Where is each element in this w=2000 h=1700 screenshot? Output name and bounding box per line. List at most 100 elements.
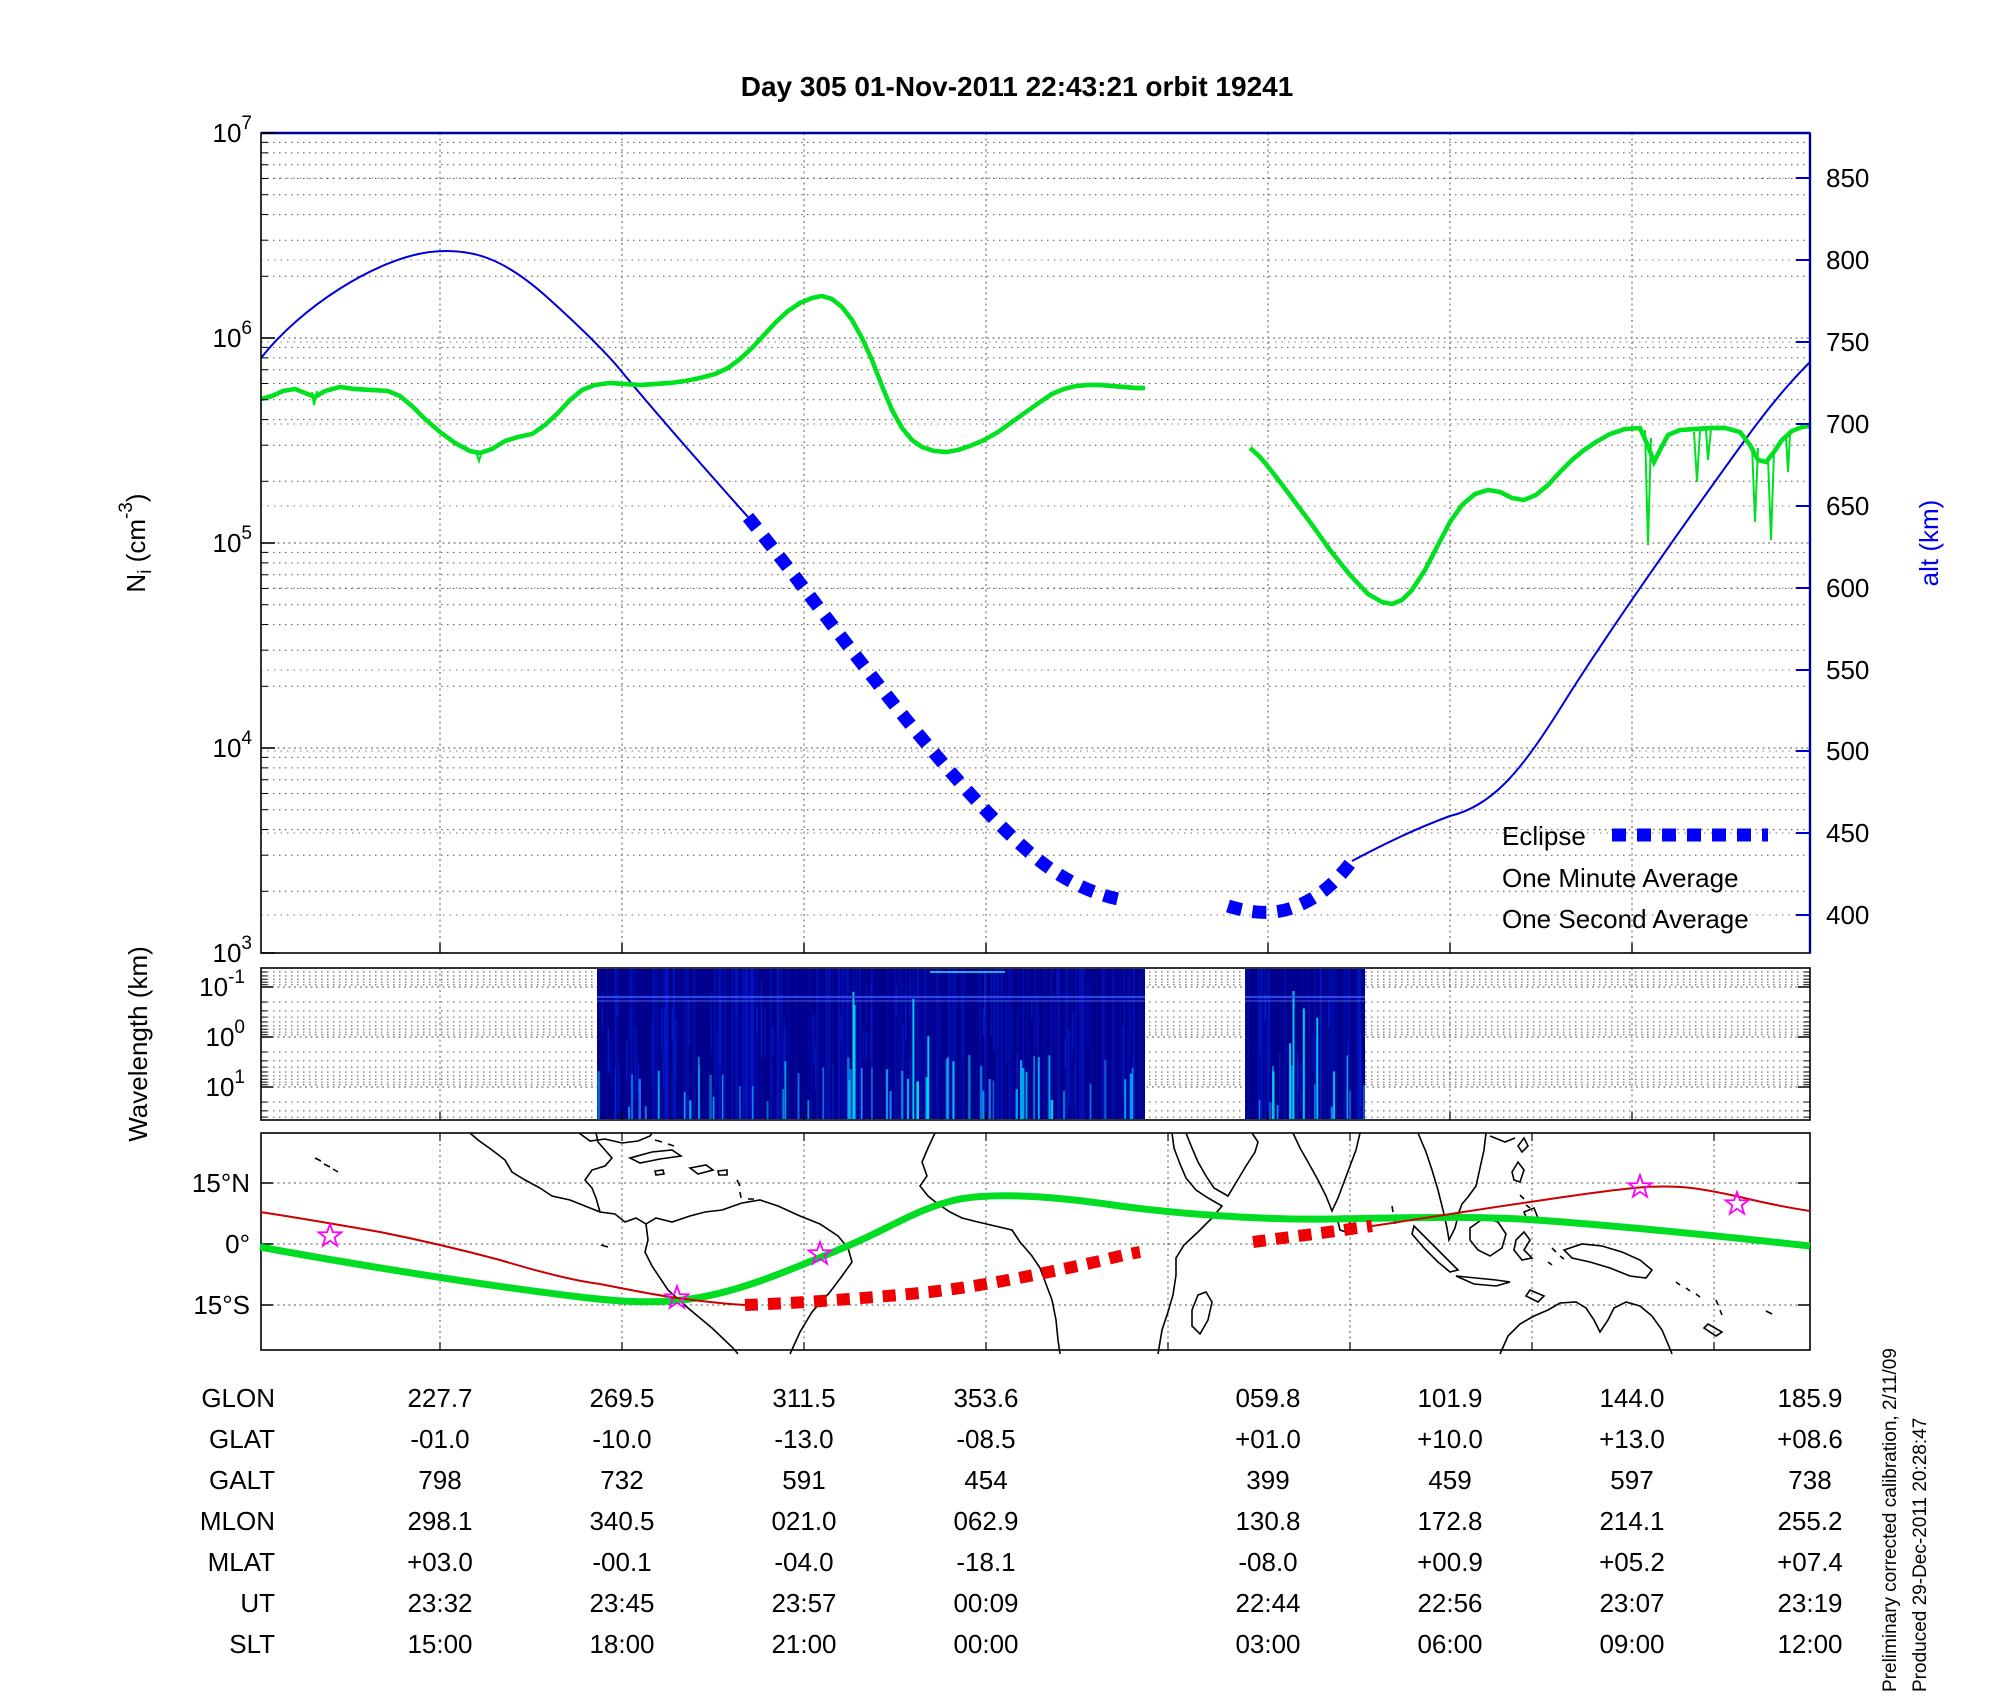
islands-moluccas bbox=[1547, 1247, 1565, 1266]
table-cell: 12:00 bbox=[1777, 1629, 1842, 1659]
island-new-caledonia bbox=[1702, 1323, 1724, 1337]
table-cell: 144.0 bbox=[1599, 1383, 1664, 1413]
coastline-africa-west bbox=[919, 1132, 1061, 1355]
table-cell: 738 bbox=[1788, 1465, 1831, 1495]
island-madagascar bbox=[1191, 1291, 1213, 1336]
ni-axis-label: Ni (cm-3) bbox=[116, 493, 156, 592]
footnote-calibration: Preliminary corrected calibration, 2/11/… bbox=[1880, 1348, 1901, 1692]
star-marker bbox=[1626, 1172, 1654, 1199]
island-timor bbox=[1524, 1289, 1546, 1303]
alt-axis-tick-label: 650 bbox=[1826, 491, 1869, 521]
table-cell: 059.8 bbox=[1235, 1383, 1300, 1413]
orbit-track-eclipse-left bbox=[744, 1246, 1141, 1311]
coastline-arabia bbox=[1185, 1132, 1259, 1198]
wavelength-axis-tick-label: 100 bbox=[206, 1017, 246, 1052]
table-cell: 21:00 bbox=[771, 1629, 836, 1659]
table-cell: 22:56 bbox=[1417, 1588, 1482, 1618]
magnetic-equator-line bbox=[259, 1192, 1811, 1306]
table-cell: 23:32 bbox=[407, 1588, 472, 1618]
world-map bbox=[314, 1132, 1773, 1355]
islands-galapagos bbox=[600, 1244, 609, 1248]
map-lat-15n-label: 15°N bbox=[192, 1168, 250, 1198]
legend-eclipse-label: Eclipse bbox=[1502, 821, 1586, 851]
ni-axis-tick-label: 103 bbox=[213, 933, 253, 968]
main-plot-gridlines bbox=[261, 133, 1810, 954]
table-cell: 172.8 bbox=[1417, 1506, 1482, 1536]
map-panel-frame bbox=[260, 1132, 1811, 1351]
event-star-markers bbox=[316, 1172, 1751, 1310]
table-row-label: UT bbox=[240, 1588, 275, 1618]
table-cell: 18:00 bbox=[589, 1629, 654, 1659]
orbit-track-thin-right bbox=[1371, 1185, 1811, 1227]
alt-axis-tick-label: 850 bbox=[1826, 163, 1869, 193]
table-row-label: MLAT bbox=[208, 1547, 276, 1577]
star-marker bbox=[316, 1221, 344, 1248]
coastline-south-america-west bbox=[599, 1211, 739, 1355]
island-jamaica bbox=[654, 1169, 665, 1176]
table-cell: 23:45 bbox=[589, 1588, 654, 1618]
table-cell: +03.0 bbox=[407, 1547, 473, 1577]
alt-axis-label: alt (km) bbox=[1914, 500, 1944, 587]
table-cell: 269.5 bbox=[589, 1383, 654, 1413]
table-cell: 021.0 bbox=[771, 1506, 836, 1536]
axis-tick-labels: 107 106 105 104 103 850 800 750 700 650 600 550 500 4… bbox=[199, 113, 1869, 1102]
table-cell: +08.6 bbox=[1777, 1424, 1843, 1454]
legend-one-second-label: One Second Average bbox=[1502, 904, 1749, 934]
ni-axis-tick-label: 107 bbox=[213, 113, 253, 148]
table-cell: 459 bbox=[1428, 1465, 1471, 1495]
table-cell: 23:07 bbox=[1599, 1588, 1664, 1618]
table-cell: -13.0 bbox=[774, 1424, 833, 1454]
island-cuba bbox=[627, 1149, 684, 1164]
islands-bahamas bbox=[654, 1139, 675, 1147]
table-cell: -08.0 bbox=[1238, 1547, 1297, 1577]
table-cell: -00.1 bbox=[592, 1547, 651, 1577]
axis-ticks bbox=[261, 132, 1810, 1350]
table-row-label: GALT bbox=[209, 1465, 275, 1495]
table-cell: +07.4 bbox=[1777, 1547, 1843, 1577]
altitude-curve-right bbox=[1351, 361, 1811, 862]
table-cell: +01.0 bbox=[1235, 1424, 1301, 1454]
coastline-central-america-east bbox=[583, 1132, 614, 1213]
spectrogram-active-block bbox=[1245, 969, 1365, 1119]
coastline-central-america-west bbox=[469, 1132, 601, 1213]
table-cell: 214.1 bbox=[1599, 1506, 1664, 1536]
table-cell: 227.7 bbox=[407, 1383, 472, 1413]
coastline-australia-north bbox=[1499, 1301, 1673, 1355]
table-cell: +00.9 bbox=[1417, 1547, 1483, 1577]
star-marker bbox=[806, 1239, 834, 1266]
table-cell: 591 bbox=[782, 1465, 825, 1495]
table-cell: 185.9 bbox=[1777, 1383, 1842, 1413]
wavelength-panel-frame bbox=[260, 967, 1811, 1121]
table-row-label: SLT bbox=[229, 1629, 275, 1659]
footnotes: Preliminary corrected calibration, 2/11/… bbox=[1880, 1348, 1931, 1692]
table-cell: 340.5 bbox=[589, 1506, 654, 1536]
table-cell: -08.5 bbox=[956, 1424, 1015, 1454]
ground-tracks bbox=[259, 1172, 1811, 1311]
footnote-produced: Produced 29-Dec-2011 20:28:47 bbox=[1910, 1418, 1931, 1692]
table-cell: -10.0 bbox=[592, 1424, 651, 1454]
table-cell: 298.1 bbox=[407, 1506, 472, 1536]
table-cell: 22:44 bbox=[1235, 1588, 1300, 1618]
table-cell: 23:57 bbox=[771, 1588, 836, 1618]
coastline-gulf-coast bbox=[578, 1132, 653, 1144]
alt-axis-tick-label: 400 bbox=[1826, 900, 1869, 930]
star-marker bbox=[663, 1283, 691, 1310]
ni-axis-tick-label: 105 bbox=[213, 523, 253, 558]
table-cell: 062.9 bbox=[953, 1506, 1018, 1536]
coastline-india bbox=[1292, 1132, 1361, 1214]
wavelength-axis-label: Wavelength (km) bbox=[123, 946, 153, 1142]
table-cell: 130.8 bbox=[1235, 1506, 1300, 1536]
table-cell: 06:00 bbox=[1417, 1629, 1482, 1659]
island-fiji bbox=[1765, 1310, 1773, 1315]
table-cell: -01.0 bbox=[410, 1424, 469, 1454]
alt-axis-tick-label: 750 bbox=[1826, 327, 1869, 357]
alt-axis-tick-label: 500 bbox=[1826, 736, 1869, 766]
table-row-label: MLON bbox=[200, 1506, 275, 1536]
table-cell: 798 bbox=[418, 1465, 461, 1495]
eclipse-segment-left bbox=[742, 512, 1120, 906]
orbit-track-thin-left bbox=[259, 1211, 746, 1306]
table-row-label: GLON bbox=[201, 1383, 275, 1413]
table-cell: -04.0 bbox=[774, 1547, 833, 1577]
alt-axis-tick-label: 600 bbox=[1826, 573, 1869, 603]
